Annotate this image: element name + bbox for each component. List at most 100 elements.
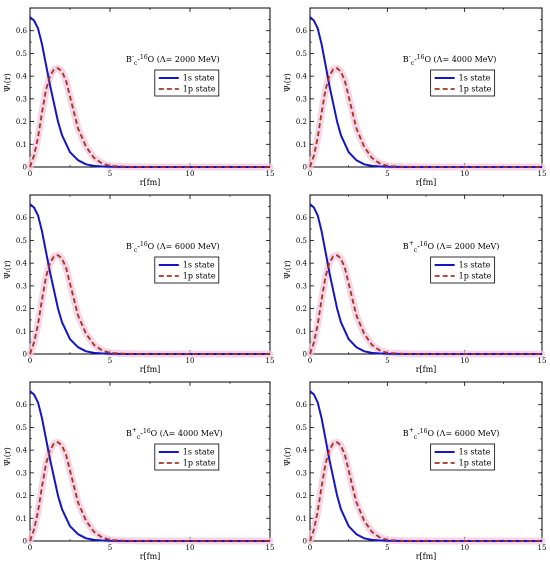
series-1p-line — [309, 67, 542, 168]
y-tick-label: 0.6 — [296, 27, 308, 35]
chart-panel: 0 5 10 15 0 0.1 0.2 0.3 0.4 0.5 0.6 r[fm] Ψₗ(r) B-c-1… — [3, 7, 275, 187]
y-tick-label: 0.5 — [296, 424, 307, 432]
x-tick-label: 10 — [186, 544, 195, 552]
legend-box — [430, 256, 496, 284]
y-tick-label: 0.6 — [16, 214, 28, 222]
y-tick-label: 0.5 — [16, 237, 27, 245]
x-tick-label: 0 — [28, 357, 32, 365]
x-tick-label: 5 — [385, 357, 389, 365]
y-tick-label: 0.3 — [16, 95, 27, 103]
legend-box — [154, 256, 220, 284]
x-tick-label: 15 — [538, 357, 547, 365]
x-tick-label: 15 — [266, 170, 275, 178]
y-axis-label: Ψₗ(r) — [3, 447, 12, 466]
y-tick-label: 0.5 — [16, 424, 27, 432]
series-1s-line — [309, 16, 542, 168]
x-tick-label: 15 — [538, 170, 547, 178]
chart-panel: 0 5 10 15 0 0.1 0.2 0.3 0.4 0.5 0.6 r[fm] Ψₗ(r) B+c-1… — [283, 194, 547, 374]
y-tick-label: 0.4 — [296, 447, 308, 455]
legend-box — [154, 443, 220, 471]
y-tick-label: 0 — [23, 164, 27, 172]
legend-box — [430, 443, 496, 471]
legend-1s-label: 1s state — [459, 448, 491, 457]
chart-panel: 0 5 10 15 0 0.1 0.2 0.3 0.4 0.5 0.6 r[fm] Ψₗ(r) B+c-1… — [3, 381, 275, 561]
series-1p-line — [29, 67, 270, 168]
x-tick-label: 10 — [186, 357, 195, 365]
x-axis-label: r[fm] — [416, 552, 437, 561]
legend-1p-label: 1p state — [459, 85, 492, 94]
y-tick-label: 0.2 — [296, 492, 307, 500]
system-annotation: B-c-16O (Λ= 4000 MeV) — [403, 53, 497, 67]
y-tick-label: 0 — [23, 538, 27, 546]
x-tick-label: 0 — [28, 544, 32, 552]
series-1s-line — [309, 203, 542, 355]
x-axis-label: r[fm] — [416, 178, 437, 187]
x-tick-label: 0 — [308, 544, 312, 552]
y-tick-label: 0 — [303, 538, 307, 546]
y-axis-label: Ψₗ(r) — [283, 73, 292, 92]
y-tick-label: 0.2 — [16, 492, 27, 500]
x-tick-label: 10 — [460, 357, 469, 365]
legend-box — [154, 69, 220, 97]
series-1p-line — [29, 254, 270, 355]
x-tick-label: 0 — [28, 170, 32, 178]
y-tick-label: 0.4 — [16, 260, 28, 268]
y-tick-label: 0.2 — [16, 305, 27, 313]
legend-box — [430, 69, 496, 97]
y-tick-label: 0.1 — [296, 328, 307, 336]
x-tick-label: 15 — [538, 544, 547, 552]
x-axis-label: r[fm] — [140, 552, 161, 561]
x-tick-label: 15 — [266, 544, 275, 552]
series-1p-line — [309, 441, 542, 542]
x-axis-label: r[fm] — [140, 365, 161, 374]
legend-1s-label: 1s state — [183, 261, 215, 270]
x-tick-label: 5 — [385, 170, 389, 178]
y-tick-label: 0.5 — [16, 50, 27, 58]
y-tick-label: 0 — [303, 351, 307, 359]
y-axis-label: Ψₗ(r) — [283, 260, 292, 279]
legend-1s-label: 1s state — [459, 74, 491, 83]
y-tick-label: 0.6 — [296, 214, 308, 222]
y-tick-label: 0.1 — [296, 141, 307, 149]
legend-1s-label: 1s state — [183, 448, 215, 457]
legend-1s-label: 1s state — [183, 74, 215, 83]
y-tick-label: 0.4 — [16, 447, 28, 455]
x-tick-label: 0 — [308, 170, 312, 178]
y-tick-label: 0.1 — [16, 141, 27, 149]
y-tick-label: 0.5 — [296, 50, 307, 58]
y-axis-label: Ψₗ(r) — [3, 260, 12, 279]
legend-1p-label: 1p state — [459, 272, 492, 281]
chart-panel: 0 5 10 15 0 0.1 0.2 0.3 0.4 0.5 0.6 r[fm] Ψₗ(r) B-c-1… — [3, 194, 275, 374]
x-tick-label: 10 — [186, 170, 195, 178]
y-tick-label: 0.6 — [16, 401, 28, 409]
x-axis-label: r[fm] — [140, 178, 161, 187]
legend-1p-label: 1p state — [183, 272, 216, 281]
y-axis-label: Ψₗ(r) — [283, 447, 292, 466]
y-tick-label: 0.5 — [296, 237, 307, 245]
y-tick-label: 0.1 — [16, 328, 27, 336]
chart-panel: 0 5 10 15 0 0.1 0.2 0.3 0.4 0.5 0.6 r[fm] Ψₗ(r) B-c-1… — [283, 7, 547, 187]
series-1p-line — [309, 254, 542, 355]
x-tick-label: 10 — [460, 544, 469, 552]
y-tick-label: 0.4 — [16, 73, 28, 81]
series-1s-line — [309, 390, 542, 542]
y-tick-label: 0.3 — [296, 469, 307, 477]
x-tick-label: 5 — [108, 544, 112, 552]
y-tick-label: 0 — [23, 351, 27, 359]
system-annotation: B+c-16O (Λ= 2000 MeV) — [403, 240, 500, 254]
x-tick-label: 5 — [108, 170, 112, 178]
x-tick-label: 10 — [460, 170, 469, 178]
x-axis-label: r[fm] — [416, 365, 437, 374]
y-tick-label: 0 — [303, 164, 307, 172]
system-annotation: B-c-16O (Λ= 6000 MeV) — [126, 240, 220, 254]
y-tick-label: 0.2 — [296, 305, 307, 313]
x-tick-label: 0 — [308, 357, 312, 365]
y-tick-label: 0.6 — [296, 401, 308, 409]
series-1p-line — [29, 441, 270, 542]
y-tick-label: 0.2 — [296, 118, 307, 126]
y-tick-label: 0.1 — [16, 515, 27, 523]
x-tick-label: 15 — [266, 357, 275, 365]
y-tick-label: 0.3 — [296, 282, 307, 290]
chart-panel: 0 5 10 15 0 0.1 0.2 0.3 0.4 0.5 0.6 r[fm] Ψₗ(r) B+c-1… — [283, 381, 547, 561]
